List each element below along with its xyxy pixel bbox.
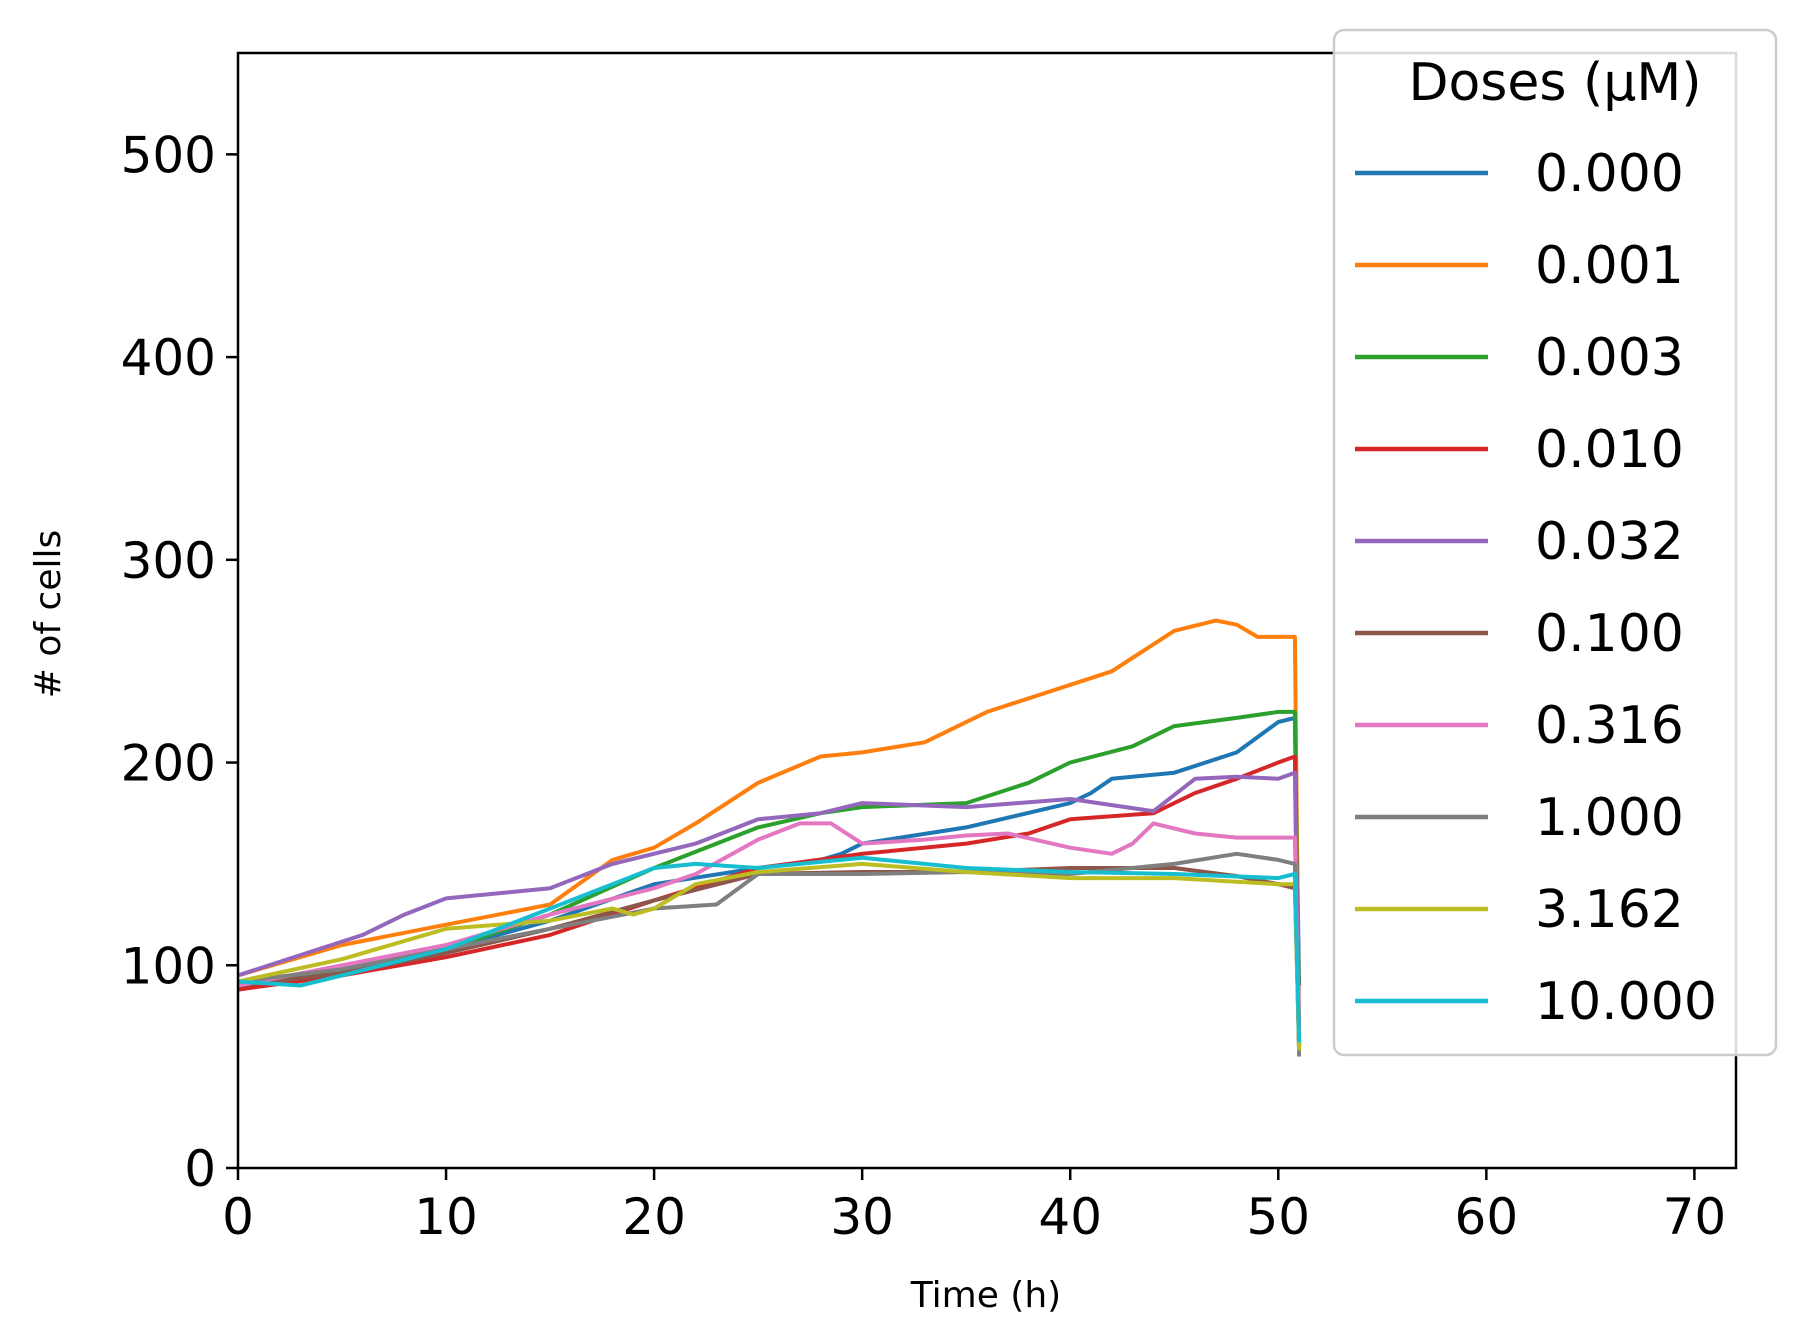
legend-label-0.001: 0.001: [1535, 236, 1684, 296]
x-tick-label-20: 20: [622, 1188, 686, 1246]
y-tick-label-0: 0: [184, 1140, 216, 1198]
series-line-3.162: [238, 861, 1302, 1051]
series-line-0.010: [238, 754, 1302, 1047]
x-tick-label-10: 10: [414, 1188, 478, 1246]
y-tick-label-400: 400: [121, 329, 216, 387]
legend-label-3.162: 3.162: [1535, 880, 1684, 940]
legend-entries: 0.000 0.001 0.003 0.010 0.032 0.100 0.316 1.000…: [1355, 144, 1717, 1032]
y-tick-label-300: 300: [121, 532, 216, 590]
x-tick-label-30: 30: [830, 1188, 894, 1246]
legend-frame: [1332, 28, 1778, 1057]
series-line-0.000: [238, 715, 1302, 992]
series-line-10.000: [238, 855, 1302, 1043]
legend-label-1.000: 1.000: [1535, 788, 1684, 848]
legend-label-0.032: 0.032: [1535, 512, 1684, 572]
x-tick-label-0: 0: [222, 1188, 254, 1246]
y-axis-label: # of cells: [28, 530, 69, 698]
x-tick-label-40: 40: [1038, 1188, 1102, 1246]
legend: Doses (µM) 0.000 0.001 0.003 0.010 0.032 0.10…: [1332, 28, 1778, 1057]
x-axis-label: Time (h): [910, 1275, 1061, 1316]
legend-title: Doses (µM): [1408, 53, 1701, 113]
series-line-0.316: [238, 821, 1302, 1047]
legend-label-0.316: 0.316: [1535, 696, 1684, 756]
series-layer: [238, 618, 1302, 1057]
legend-label-10.000: 10.000: [1535, 972, 1717, 1032]
series-line-0.001: [238, 618, 1302, 1043]
x-tick-label-70: 70: [1663, 1188, 1727, 1246]
y-tick-label-200: 200: [121, 735, 216, 793]
y-tick-label-500: 500: [121, 126, 216, 184]
legend-label-0.000: 0.000: [1535, 144, 1684, 204]
series-line-0.032: [238, 770, 1302, 1047]
x-tick-label-60: 60: [1455, 1188, 1519, 1246]
legend-label-0.010: 0.010: [1535, 420, 1684, 480]
y-tick-label-100: 100: [121, 937, 216, 995]
legend-label-0.003: 0.003: [1535, 328, 1684, 388]
x-tick-label-50: 50: [1246, 1188, 1310, 1246]
legend-label-0.100: 0.100: [1535, 604, 1684, 664]
series-line-1.000: [238, 851, 1302, 1057]
